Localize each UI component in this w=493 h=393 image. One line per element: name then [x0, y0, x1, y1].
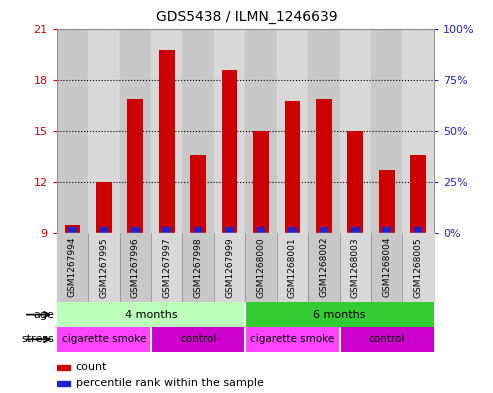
Bar: [348, 131, 363, 233]
Bar: [57, 302, 245, 327]
Text: 4 months: 4 months: [125, 310, 177, 320]
Bar: [214, 233, 246, 302]
Bar: [245, 233, 277, 302]
Bar: [308, 29, 340, 233]
Bar: [119, 29, 151, 233]
Bar: [57, 365, 70, 369]
Bar: [190, 155, 206, 233]
Text: GSM1268002: GSM1268002: [319, 237, 328, 298]
Bar: [214, 29, 246, 233]
Text: GSM1267996: GSM1267996: [131, 237, 140, 298]
Bar: [127, 99, 143, 233]
Bar: [277, 29, 308, 233]
Text: stress: stress: [21, 334, 54, 344]
Bar: [222, 70, 238, 233]
Text: GSM1268000: GSM1268000: [256, 237, 266, 298]
Bar: [225, 227, 234, 233]
Bar: [88, 233, 119, 302]
Bar: [284, 101, 300, 233]
Bar: [57, 233, 88, 302]
Text: GSM1268005: GSM1268005: [414, 237, 423, 298]
Text: GDS5438 / ILMN_1246639: GDS5438 / ILMN_1246639: [156, 10, 337, 24]
Bar: [182, 233, 214, 302]
Text: GSM1268004: GSM1268004: [382, 237, 391, 298]
Bar: [371, 233, 402, 302]
Bar: [371, 29, 402, 233]
Text: 6 months: 6 months: [314, 310, 366, 320]
Bar: [402, 233, 434, 302]
Bar: [340, 233, 371, 302]
Bar: [319, 227, 328, 233]
Text: GSM1267998: GSM1267998: [194, 237, 203, 298]
Text: cigarette smoke: cigarette smoke: [62, 334, 146, 344]
Bar: [57, 29, 88, 233]
Bar: [151, 233, 182, 302]
Bar: [383, 227, 391, 233]
Bar: [96, 182, 112, 233]
Text: count: count: [75, 362, 107, 372]
Bar: [182, 29, 214, 233]
Bar: [245, 29, 277, 233]
Bar: [316, 99, 332, 233]
Bar: [340, 327, 434, 352]
Bar: [100, 227, 108, 233]
Text: GSM1267994: GSM1267994: [68, 237, 77, 298]
Bar: [119, 233, 151, 302]
Text: GSM1267999: GSM1267999: [225, 237, 234, 298]
Bar: [151, 327, 245, 352]
Text: control: control: [368, 334, 405, 344]
Text: GSM1267997: GSM1267997: [162, 237, 171, 298]
Text: percentile rank within the sample: percentile rank within the sample: [75, 378, 263, 388]
Bar: [308, 233, 340, 302]
Bar: [402, 29, 434, 233]
Bar: [88, 29, 119, 233]
Text: GSM1268003: GSM1268003: [351, 237, 360, 298]
Bar: [379, 171, 394, 233]
Text: cigarette smoke: cigarette smoke: [250, 334, 335, 344]
Bar: [410, 155, 426, 233]
Bar: [68, 227, 77, 233]
Bar: [65, 225, 80, 233]
Text: GSM1268001: GSM1268001: [288, 237, 297, 298]
Bar: [340, 29, 371, 233]
Bar: [57, 327, 151, 352]
Bar: [257, 227, 265, 233]
Bar: [194, 227, 203, 233]
Bar: [159, 50, 175, 233]
Bar: [162, 227, 171, 233]
Bar: [151, 29, 182, 233]
Text: age: age: [34, 310, 54, 320]
Bar: [351, 227, 359, 233]
Bar: [253, 131, 269, 233]
Text: GSM1267995: GSM1267995: [99, 237, 108, 298]
Bar: [245, 327, 340, 352]
Bar: [288, 227, 297, 233]
Bar: [414, 227, 423, 233]
Bar: [57, 381, 70, 386]
Bar: [277, 233, 308, 302]
Text: control: control: [180, 334, 216, 344]
Bar: [131, 227, 140, 233]
Bar: [245, 302, 434, 327]
